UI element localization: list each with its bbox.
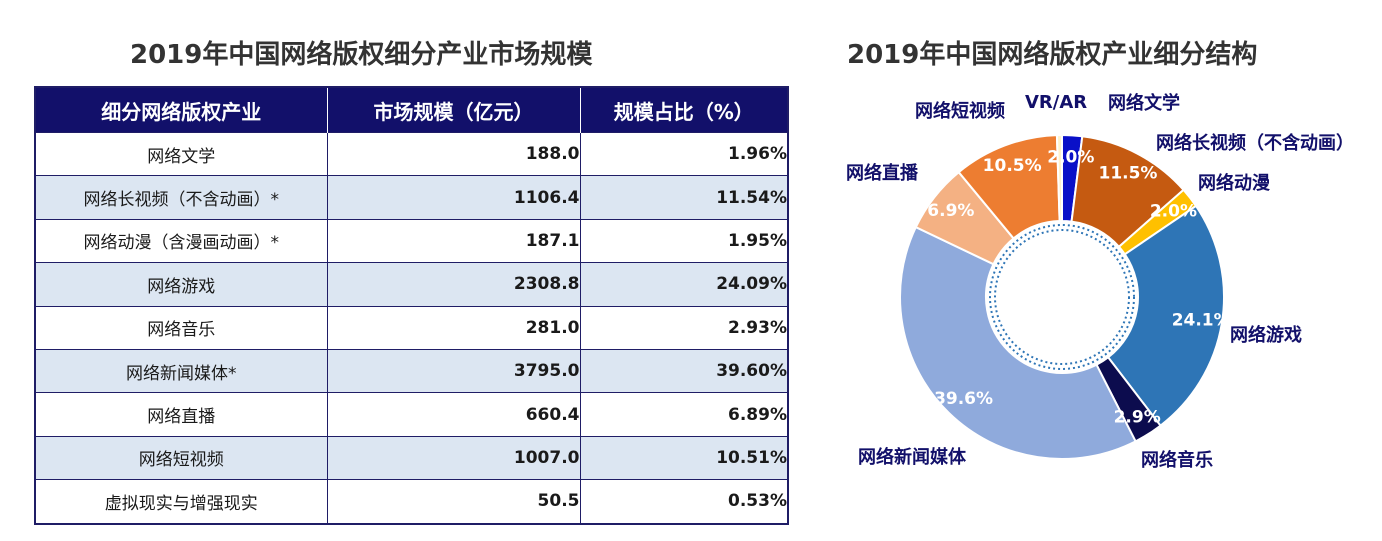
category-label-music: 网络音乐 (1141, 449, 1213, 471)
row-name: 网络新闻媒体* (35, 348, 328, 393)
slice-news-media (898, 225, 1137, 460)
slice-vr-ar (1055, 133, 1063, 223)
table-title: 2019年中国网络版权细分产业市场规模 (130, 40, 593, 70)
row-name: 网络长视频（不含动画）* (35, 175, 328, 220)
category-label-long-video: 网络长视频（不含动画） (1156, 132, 1354, 154)
row-pct: 39.60% (580, 348, 788, 393)
row-value: 3795.0 (327, 348, 581, 393)
row-value: 281.0 (327, 305, 581, 350)
row-pct: 10.51% (580, 435, 788, 480)
row-name: 网络直播 (35, 392, 328, 437)
market-size-table: 细分网络版权产业 市场规模（亿元） 规模占比（%） 网络文学 188.0 1.9… (34, 86, 789, 525)
category-label-animation: 网络动漫 (1198, 172, 1271, 194)
value-label-games: 24.1% (1172, 310, 1231, 330)
table-header-row: 细分网络版权产业 市场规模（亿元） 规模占比（%） (35, 87, 788, 133)
value-label-short-video: 10.5% (983, 156, 1042, 176)
row-name: 网络游戏 (35, 262, 328, 307)
row-pct: 24.09% (580, 262, 788, 307)
row-name: 网络文学 (35, 131, 328, 176)
row-value: 187.1 (327, 218, 581, 263)
category-label-live-stream: 网络直播 (846, 162, 919, 184)
header-market-size: 市场规模（亿元） (327, 87, 581, 133)
row-pct: 6.89% (580, 392, 788, 437)
row-value: 1106.4 (327, 175, 581, 220)
row-pct: 2.93% (580, 305, 788, 350)
table-row: 网络新闻媒体* 3795.0 39.60% (35, 348, 788, 393)
value-label-news-media: 39.6% (934, 389, 993, 409)
category-label-vr-ar: VR/AR (1025, 92, 1087, 113)
value-label-literature: 2.0% (1047, 147, 1094, 167)
value-label-long-video: 11.5% (1098, 163, 1157, 183)
row-name: 虚拟现实与增强现实 (35, 479, 328, 524)
table-row: 网络直播 660.4 6.89% (35, 392, 788, 437)
inner-ring-outer (989, 224, 1135, 370)
row-pct: 0.53% (580, 479, 788, 524)
slice-games (1106, 204, 1225, 428)
row-pct: 11.54% (580, 175, 788, 220)
category-label-games: 网络游戏 (1230, 324, 1302, 346)
table-row: 虚拟现实与增强现实 50.5 0.53% (35, 479, 788, 524)
header-segment: 细分网络版权产业 (35, 87, 328, 133)
row-value: 660.4 (327, 392, 581, 437)
table-row: 网络音乐 281.0 2.93% (35, 305, 788, 350)
row-value: 2308.8 (327, 262, 581, 307)
table-row: 网络长视频（不含动画）* 1106.4 11.54% (35, 175, 788, 220)
row-name: 网络音乐 (35, 305, 328, 350)
table-row: 网络动漫（含漫画动画）* 187.1 1.95% (35, 218, 788, 263)
row-pct: 1.96% (580, 131, 788, 176)
header-share: 规模占比（%） (580, 87, 788, 133)
category-label-news-media: 网络新闻媒体 (858, 446, 967, 468)
row-value: 1007.0 (327, 435, 581, 480)
value-label-live-stream: 6.9% (927, 201, 974, 221)
row-name: 网络短视频 (35, 435, 328, 480)
row-pct: 1.95% (580, 218, 788, 263)
value-label-animation: 2.0% (1150, 202, 1197, 222)
table-row: 网络文学 188.0 1.96% (35, 131, 788, 176)
category-label-literature: 网络文学 (1108, 92, 1180, 114)
table-row: 网络游戏 2308.8 24.09% (35, 262, 788, 307)
value-label-music: 2.9% (1114, 407, 1161, 427)
row-name: 网络动漫（含漫画动画）* (35, 218, 328, 263)
table-row: 网络短视频 1007.0 10.51% (35, 435, 788, 480)
row-value: 50.5 (327, 479, 581, 524)
chart-title: 2019年中国网络版权产业细分结构 (847, 40, 1258, 70)
category-label-short-video: 网络短视频 (915, 100, 1005, 122)
inner-ring-inner (994, 229, 1130, 365)
row-value: 188.0 (327, 131, 581, 176)
